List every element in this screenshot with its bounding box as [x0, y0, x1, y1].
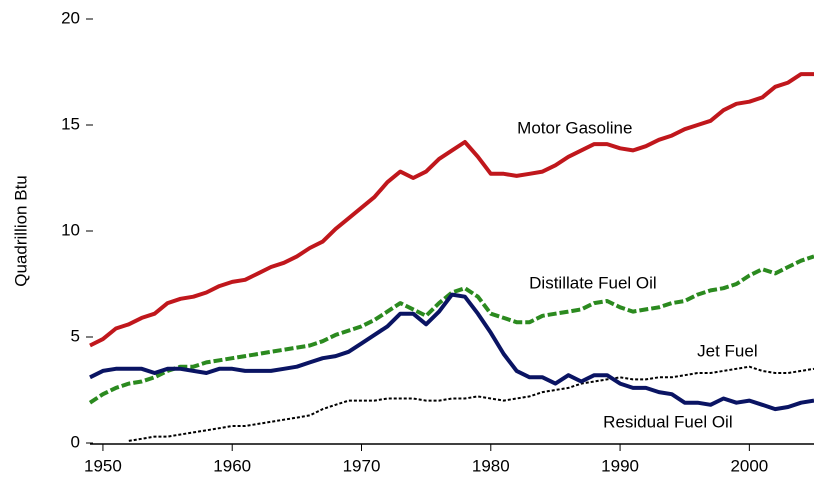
- x-tick-label: 1980: [472, 456, 510, 475]
- y-tick-label: 15: [61, 114, 80, 133]
- x-tick-label: 1960: [213, 456, 251, 475]
- y-axis-label: Quadrillion Btu: [11, 175, 30, 287]
- y-tick-label: 0: [71, 432, 80, 451]
- x-tick-label: 1990: [601, 456, 639, 475]
- y-tick-label: 10: [61, 220, 80, 239]
- series-line: [89, 292, 814, 412]
- series-label: Jet Fuel: [697, 341, 757, 360]
- series-line: [128, 365, 814, 442]
- y-tick-label: 20: [61, 8, 80, 27]
- series-label: Motor Gasoline: [517, 119, 632, 138]
- x-tick-label: 1950: [84, 456, 122, 475]
- series-label: Distillate Fuel Oil: [529, 273, 657, 292]
- series-label: Residual Fuel Oil: [603, 412, 732, 431]
- x-tick-label: 2000: [730, 456, 768, 475]
- y-tick-label: 5: [71, 326, 80, 345]
- series-line: [89, 72, 814, 348]
- x-tick-label: 1970: [343, 456, 381, 475]
- series-line: [88, 254, 814, 405]
